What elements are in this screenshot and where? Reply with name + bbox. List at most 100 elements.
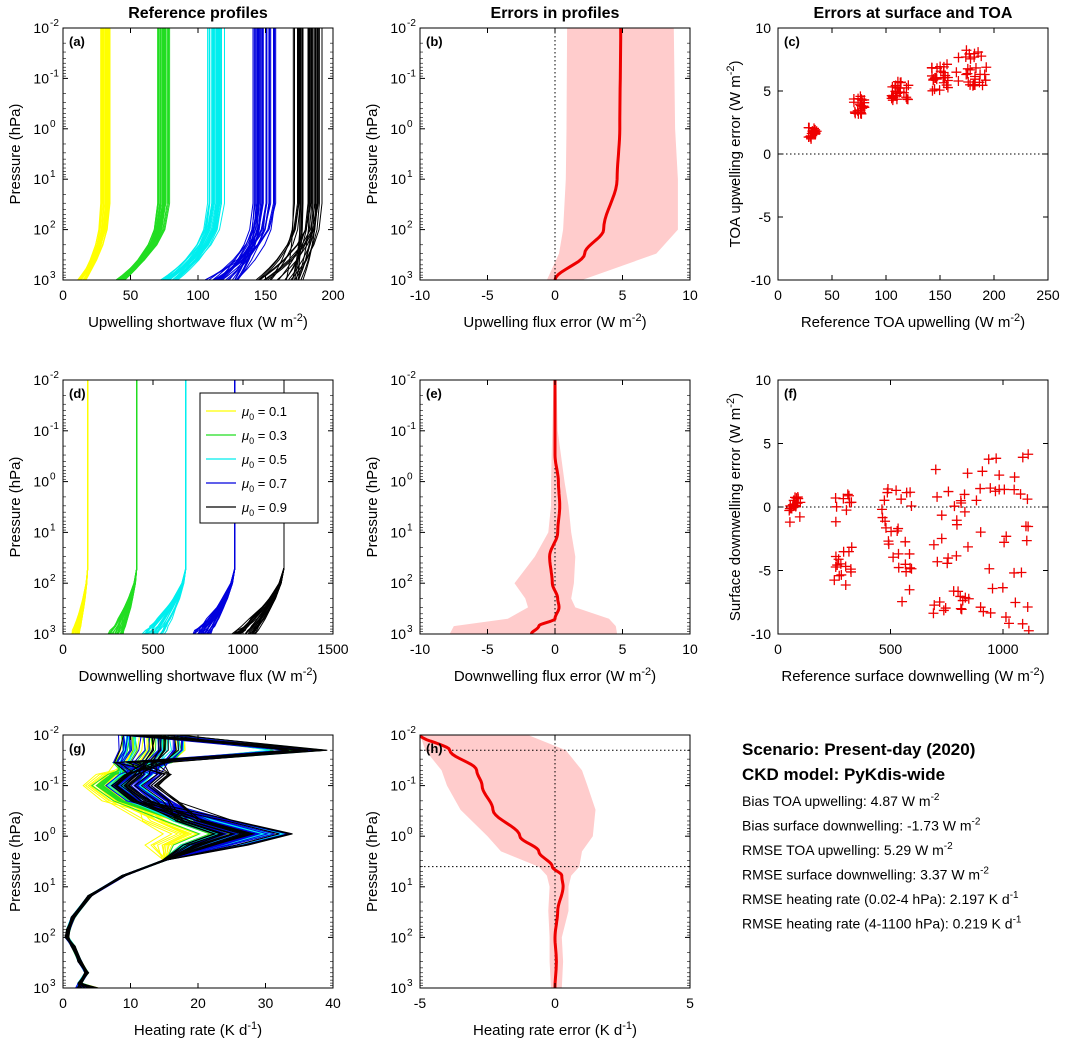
y-tick-label: 10	[33, 372, 49, 388]
scatter-cluster-2	[829, 489, 857, 590]
column-title-2: Errors in profiles	[491, 5, 620, 22]
scatter-point	[959, 506, 970, 517]
profile-line	[117, 380, 138, 634]
y-tick-label: 5	[763, 83, 771, 99]
profile-line	[278, 28, 309, 280]
y-tick-label: 10	[390, 171, 406, 187]
scatter-point	[883, 539, 894, 550]
scatter-point	[999, 484, 1010, 495]
x-axis-label-text: Upwelling shortwave flux (W m	[88, 314, 293, 331]
profile-line	[234, 28, 255, 280]
x-tick-label: 0	[551, 995, 559, 1011]
scatter-cluster-1	[784, 491, 806, 528]
y-tick-label: 5	[763, 436, 771, 452]
stat-line: RMSE surface downwelling: 3.37 W m-2	[742, 866, 989, 883]
x-tick-label: 1000	[987, 641, 1018, 657]
y-tick-label: 10	[390, 222, 406, 238]
x-axis-label-tail: )	[632, 1022, 637, 1039]
profile-line	[162, 28, 211, 280]
ckd-model-heading: CKD model: PyKdis-wide	[742, 765, 945, 784]
series-mu0-0.1	[71, 380, 89, 634]
y-axis-label-tail: )	[727, 60, 744, 65]
series-mu0-0.1	[77, 28, 111, 280]
y-axis-label-text: TOA upwelling error (W m	[727, 75, 744, 247]
scatter-point	[876, 504, 887, 515]
stat-text: RMSE TOA upwelling: 5.29 W m	[742, 842, 944, 858]
x-axis-label-tail: )	[313, 668, 318, 685]
x-tick-label: 50	[824, 287, 840, 303]
scatter-point	[955, 591, 966, 602]
profile-line	[77, 380, 89, 634]
profile-line	[79, 28, 105, 280]
profile-line	[66, 735, 289, 988]
scatter-point	[930, 464, 941, 475]
error-spread-band	[449, 380, 618, 634]
profile-line	[67, 735, 264, 988]
profile-line	[80, 28, 111, 280]
x-tick-label: -10	[410, 641, 430, 657]
profile-line	[153, 380, 187, 634]
scatter-point	[853, 93, 864, 104]
y-tick-label: 10	[33, 474, 49, 490]
x-tick-label: 30	[258, 995, 274, 1011]
x-tick-label: -10	[410, 287, 430, 303]
profile-line	[67, 735, 264, 988]
scatter-point	[928, 608, 939, 619]
x-axis-label: Reference surface downwelling (W m-2)	[781, 666, 1044, 685]
scatter-point	[963, 593, 974, 604]
y-tick-label: 10	[390, 272, 406, 288]
scatter-point	[830, 516, 841, 527]
y-tick-label: 0	[763, 499, 771, 515]
x-axis-label-sup: -1	[622, 1020, 632, 1032]
x-tick-label: 50	[123, 287, 139, 303]
panel-c: 0 50 100 150 200 250 -10 -5 0 5 10 Reference TOA up…	[725, 20, 1060, 331]
scatter-point	[840, 561, 851, 572]
profile-line	[269, 28, 295, 280]
x-tick-label: 100	[874, 287, 898, 303]
profile-line	[235, 28, 276, 280]
profile-line	[115, 380, 138, 634]
scatter-point	[936, 510, 947, 521]
scatter-point	[886, 90, 897, 101]
y-tick-label: 10	[390, 70, 406, 86]
y-tick-exponent: 1	[407, 522, 413, 533]
profile-line	[77, 28, 107, 280]
scatter-point	[970, 62, 981, 73]
scatter-point	[842, 489, 853, 500]
scatter-point	[1015, 489, 1026, 500]
x-axis-label: Upwelling shortwave flux (W m-2)	[88, 312, 308, 331]
profile-line	[159, 380, 187, 634]
y-tick-exponent: 1	[50, 169, 56, 180]
scatter-point	[949, 501, 960, 512]
series-mu0-0.1	[64, 735, 326, 988]
profile-line	[120, 380, 138, 634]
y-tick-exponent: 3	[50, 624, 56, 635]
scenario-heading: Scenario: Present-day (2020)	[742, 740, 975, 759]
y-tick-label: 10	[33, 121, 49, 137]
profile-line	[166, 28, 221, 280]
plot-area-g	[64, 735, 328, 988]
series-mu0-0.5	[141, 380, 187, 634]
scatter-point	[948, 586, 959, 597]
profile-line	[172, 28, 222, 280]
profile-line	[117, 28, 160, 280]
scatter-point	[830, 561, 841, 572]
plot-area-b	[546, 28, 678, 280]
scatter-point	[928, 75, 939, 86]
scatter-point	[977, 466, 988, 477]
stat-sup: -2	[980, 866, 989, 877]
scatter-point	[999, 537, 1010, 548]
y-tick-exponent: 0	[50, 119, 56, 130]
statistics-block: Scenario: Present-day (2020) CKD model: P…	[742, 740, 1022, 932]
y-axis-label: Pressure (hPa)	[364, 104, 381, 205]
y-axis-label-sup: -2	[725, 65, 737, 75]
panel-letter: (h)	[426, 741, 443, 756]
profile-line	[67, 735, 281, 988]
error-spread-band	[420, 735, 596, 988]
scatter-point	[841, 505, 852, 516]
scatter-point	[942, 59, 953, 70]
legend-label: μ0 = 0.5	[241, 452, 287, 470]
